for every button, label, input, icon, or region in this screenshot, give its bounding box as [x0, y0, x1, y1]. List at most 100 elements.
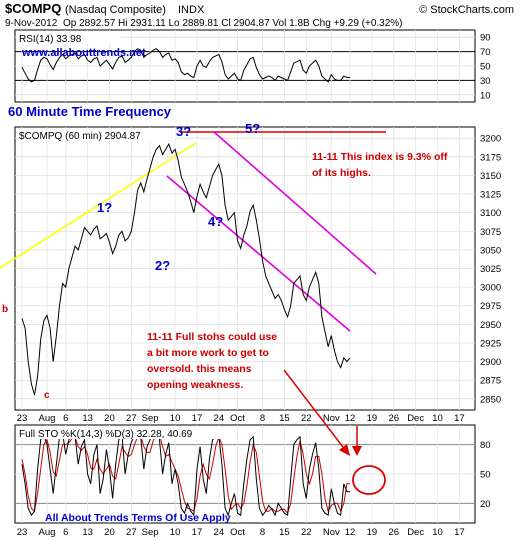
y-tick-label: 80	[480, 440, 491, 451]
x-tick-label: 10	[432, 527, 443, 538]
chart-exchange: INDX	[178, 4, 205, 16]
x-tick-label: 17	[454, 413, 465, 424]
wave-4-label: 4?	[208, 214, 223, 229]
stoch-panel: 80 50 20 Full STO %K(14,3) %D(3) 32.28, 40…	[14, 424, 491, 524]
wave-1-label: 1?	[97, 200, 112, 215]
chart-source: © StockCharts.com	[419, 4, 514, 16]
x-tick-label: 10	[170, 413, 181, 424]
x-tick-label: Oct	[230, 527, 245, 538]
y-tick-label: 2950	[480, 320, 501, 331]
y-tick-label: 2900	[480, 357, 501, 368]
x-tick-label: 20	[104, 413, 115, 424]
wave-3-label: 3?	[176, 124, 191, 139]
x-tick-label: 6	[63, 527, 68, 538]
x-tick-label: 17	[454, 527, 465, 538]
channel-lower-line	[166, 175, 351, 332]
x-tick-label: 12	[345, 527, 356, 538]
rsi-label: RSI(14) 33.98	[19, 34, 82, 45]
y-tick-label: 3125	[480, 190, 501, 201]
x-tick-label: 17	[192, 413, 203, 424]
x-tick-label: 23	[17, 527, 28, 538]
stoch-ticks: 80 50 20	[480, 440, 491, 510]
x-tick-label: 10	[170, 527, 181, 538]
y-tick-label: 50	[480, 470, 491, 481]
x-tick-label: 27	[126, 527, 137, 538]
x-tick-label: 22	[301, 413, 312, 424]
x-tick-label: Nov	[323, 413, 340, 424]
x-tick-label: 12	[345, 413, 356, 424]
x-tick-label: 15	[279, 527, 290, 538]
wave-2-label: 2?	[155, 258, 170, 273]
stoch-x-axis: 23 Aug 6 13 20 27 Sep 10 17 24 Oct 8 15 22 Nov 12 19 26 De…	[17, 527, 465, 538]
x-tick-label: Aug	[39, 527, 56, 538]
x-tick-label: 27	[126, 413, 137, 424]
price-label: $COMPQ (60 min) 2904.87	[19, 131, 141, 142]
arrow-head-2	[352, 446, 362, 456]
terms-of-use[interactable]: All About Trends Terms Of Use Apply	[45, 512, 231, 524]
x-tick-label: Sep	[142, 527, 159, 538]
note-2-line-2: a bit more work to get to	[147, 347, 269, 359]
chart-symbol: $COMPQ	[5, 1, 61, 16]
y-tick-label: 3200	[480, 134, 501, 145]
note-2-line-4: opening weakness.	[147, 379, 243, 391]
x-tick-label: 24	[214, 413, 225, 424]
note-1-line-2: of its highs.	[312, 167, 371, 179]
x-tick-label: Dec	[407, 527, 424, 538]
chart-date: 9-Nov-2012	[5, 18, 58, 29]
y-tick-label: 10	[480, 90, 491, 101]
x-tick-label: 23	[17, 413, 28, 424]
stoch-label: Full STO %K(14,3) %D(3) 32.28, 40.69	[19, 429, 193, 440]
x-tick-label: 8	[260, 413, 265, 424]
y-tick-label: 2875	[480, 376, 501, 387]
x-tick-label: 8	[260, 527, 265, 538]
x-tick-label: Aug	[39, 413, 56, 424]
price-line	[21, 142, 351, 396]
chart-name: (Nasdaq Composite)	[65, 4, 166, 16]
y-tick-label: 20	[480, 499, 491, 510]
y-tick-label: 70	[480, 47, 491, 58]
x-tick-label: 20	[104, 527, 115, 538]
rsi-ticks: 90 70 50 30 10	[480, 33, 491, 102]
y-tick-label: 3150	[480, 171, 501, 182]
website-link[interactable]: www.allabouttrends.net	[21, 47, 146, 59]
arrow-note-to-stoch	[283, 369, 347, 452]
y-tick-label: 2975	[480, 301, 501, 312]
channel-upper-line	[213, 131, 377, 275]
frequency-label: 60 Minute Time Frequency	[8, 104, 172, 119]
annotation-arrows	[283, 369, 362, 456]
stoch-grid	[15, 425, 475, 523]
stoch-label-bg	[17, 427, 233, 439]
x-tick-label: 6	[63, 413, 68, 424]
x-tick-label: 10	[432, 413, 443, 424]
x-tick-label: 13	[82, 527, 93, 538]
x-tick-label: Dec	[407, 413, 424, 424]
x-tick-label: 26	[388, 413, 399, 424]
label-c: c	[44, 390, 50, 401]
x-tick-label: 22	[301, 527, 312, 538]
y-tick-label: 2925	[480, 338, 501, 349]
x-tick-label: Nov	[323, 527, 340, 538]
note-1-line-1: 11-11 This index is 9.3% off	[312, 151, 448, 163]
y-tick-label: 3175	[480, 152, 501, 163]
price-label-bg	[17, 129, 175, 141]
x-tick-label: Oct	[230, 413, 245, 424]
highlight-circle	[352, 465, 386, 495]
y-tick-label: 2850	[480, 394, 501, 405]
x-tick-label: Sep	[142, 413, 159, 424]
y-tick-label: 3000	[480, 283, 501, 294]
stoch-d-line	[21, 434, 350, 515]
x-tick-label: 15	[279, 413, 290, 424]
note-2-line-3: oversold. this means	[147, 363, 252, 375]
y-tick-label: 50	[480, 62, 491, 73]
x-tick-label: 17	[192, 527, 203, 538]
y-tick-label: 3050	[480, 245, 501, 256]
y-tick-label: 90	[480, 33, 491, 44]
y-tick-label: 3075	[480, 227, 501, 238]
x-tick-label: 26	[388, 527, 399, 538]
price-grid	[15, 127, 475, 410]
y-tick-label: 3025	[480, 264, 501, 275]
chart-ohlc: Op 2892.57 Hi 2931.11 Lo 2889.81 Cl 2904…	[63, 18, 403, 29]
label-b: b	[2, 304, 8, 315]
yellow-trendline	[0, 142, 197, 269]
